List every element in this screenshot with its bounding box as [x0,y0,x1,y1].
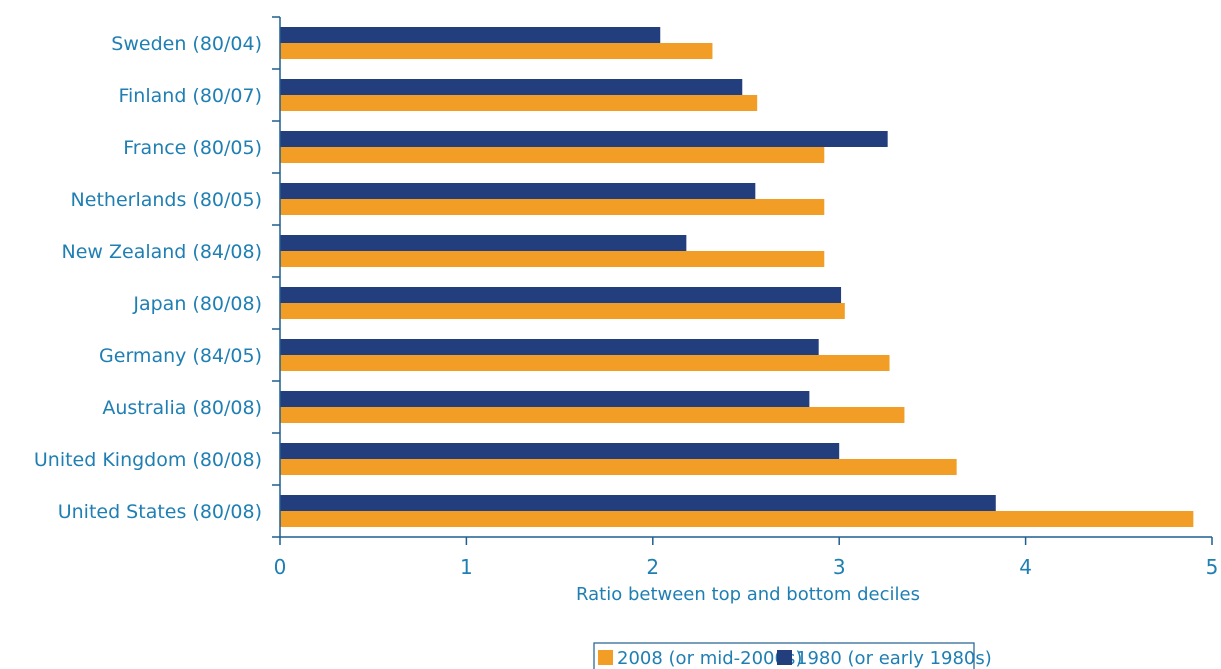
category-label: United Kingdom (80/08) [34,449,262,471]
x-tick-label: 0 [274,555,287,579]
category-label: Sweden (80/04) [111,33,262,55]
bar-1980-6 [280,339,819,355]
bar-2008-5 [280,303,845,319]
bar-2008-8 [280,459,957,475]
bar-2008-1 [280,95,758,111]
bar-1980-5 [280,287,842,303]
legend-swatch-1980 [777,650,792,665]
bar-2008-3 [280,199,825,215]
bar-2008-2 [280,147,825,163]
category-label: United States (80/08) [58,501,262,523]
category-label: Finland (80/07) [118,85,262,107]
legend-label-1980: 1980 (or early 1980s) [796,648,992,669]
x-tick-label: 1 [460,555,473,579]
bar-1980-3 [280,183,756,199]
bar-2008-0 [280,43,713,59]
category-label: Japan (80/08) [132,293,262,315]
x-tick-label: 5 [1206,555,1219,579]
x-axis-title: Ratio between top and bottom deciles [576,584,920,605]
bar-2008-6 [280,355,890,371]
bars-group [280,27,1194,527]
bar-1980-8 [280,443,840,459]
y-axis-ticks [272,16,280,538]
x-tick-label: 3 [833,555,846,579]
category-label: New Zealand (84/08) [62,241,262,263]
legend-swatch-2008 [598,650,613,665]
bar-1980-4 [280,235,687,251]
bar-1980-7 [280,391,810,407]
category-label: Netherlands (80/05) [71,189,262,211]
legend-label-2008: 2008 (or mid-2000s) [617,648,802,669]
legend: 2008 (or mid-2000s) 1980 (or early 1980s… [593,642,992,669]
category-label: Germany (84/05) [99,345,262,367]
bar-1980-1 [280,79,743,95]
bar-2008-4 [280,251,825,267]
x-axis-ticks: 0 1 2 3 4 5 [274,537,1219,579]
bar-2008-9 [280,511,1194,527]
category-label: France (80/05) [123,137,262,159]
category-labels: Sweden (80/04) Finland (80/07) France (80/… [34,33,262,523]
bar-1980-2 [280,131,888,147]
bar-2008-7 [280,407,905,423]
x-tick-label: 4 [1019,555,1032,579]
legend-border [593,642,975,669]
category-label: Australia (80/08) [102,397,262,419]
x-tick-label: 2 [646,555,659,579]
bar-1980-9 [280,495,996,511]
bar-1980-0 [280,27,661,43]
